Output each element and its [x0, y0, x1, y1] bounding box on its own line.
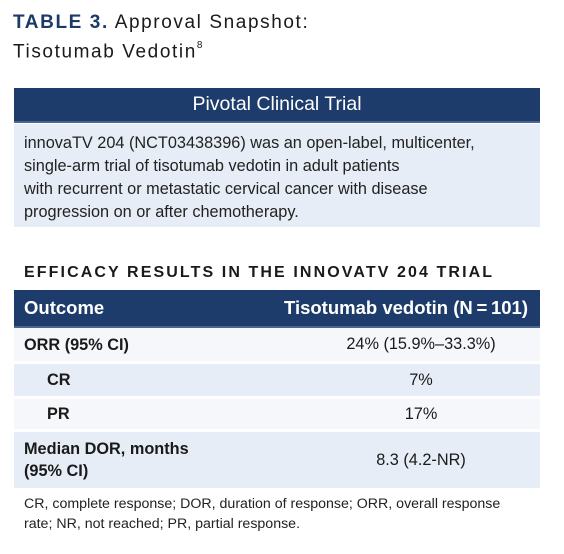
title-text-2: Tisotumab Vedotin — [13, 41, 197, 63]
table-row: PR 17% — [14, 399, 540, 432]
footnote-line: rate; NR, not reached; PR, partial respo… — [24, 516, 301, 532]
description-line: innovaTV 204 (NCT03438396) was an open-l… — [24, 134, 475, 152]
description-line: progression on or after chemotherapy. — [24, 203, 299, 221]
description-line: with recurrent or metastatic cervical ca… — [24, 180, 428, 198]
table-title: TABLE 3. Approval Snapshot: Tisotumab Ve… — [13, 10, 553, 64]
value-cell: 17% — [404, 404, 438, 423]
title-line-1: TABLE 3. Approval Snapshot: — [13, 10, 553, 35]
table-header-row: Outcome Tisotumab vedotin (N = 101) — [14, 290, 540, 328]
outcome-cell: Median DOR, months (95% CI) — [14, 438, 274, 482]
title-text-1: Approval Snapshot: — [114, 12, 310, 33]
efficacy-table: Outcome Tisotumab vedotin (N = 101) ORR … — [14, 290, 540, 488]
table-row: CR 7% — [14, 364, 540, 399]
table-row: Median DOR, months (95% CI) 8.3 (4.2-NR) — [14, 432, 540, 488]
description-line: single-arm trial of tisotumab vedotin in… — [24, 157, 400, 175]
value-cell: 8.3 (4.2-NR) — [376, 450, 466, 469]
outcome-line: Median DOR, months — [24, 440, 189, 458]
pivotal-trial-heading: Pivotal Clinical Trial — [14, 88, 540, 123]
outcome-cell: ORR (95% CI) — [24, 335, 129, 354]
reference-superscript: 8 — [196, 40, 203, 51]
column-header-outcome: Outcome — [24, 297, 105, 318]
outcome-cell: PR — [47, 405, 70, 423]
footnote-line: CR, complete response; DOR, duration of … — [24, 496, 501, 512]
table-label: TABLE 3. — [13, 12, 109, 33]
title-line-2: Tisotumab Vedotin8 — [13, 35, 553, 64]
column-header-treatment: Tisotumab vedotin (N = 101) — [283, 297, 528, 318]
outcome-line: (95% CI) — [24, 462, 89, 480]
pivotal-trial-description: innovaTV 204 (NCT03438396) was an open-l… — [14, 124, 540, 227]
table-footnote: CR, complete response; DOR, duration of … — [24, 494, 534, 534]
value-cell: 24% (15.9%–33.3%) — [346, 335, 496, 353]
efficacy-section-title: EFFICACY RESULTS IN THE INNOVATV 204 TRI… — [24, 264, 495, 281]
value-cell: 7% — [409, 370, 433, 389]
table-row: ORR (95% CI) 24% (15.9%–33.3%) — [14, 328, 540, 364]
outcome-cell: CR — [47, 371, 71, 389]
